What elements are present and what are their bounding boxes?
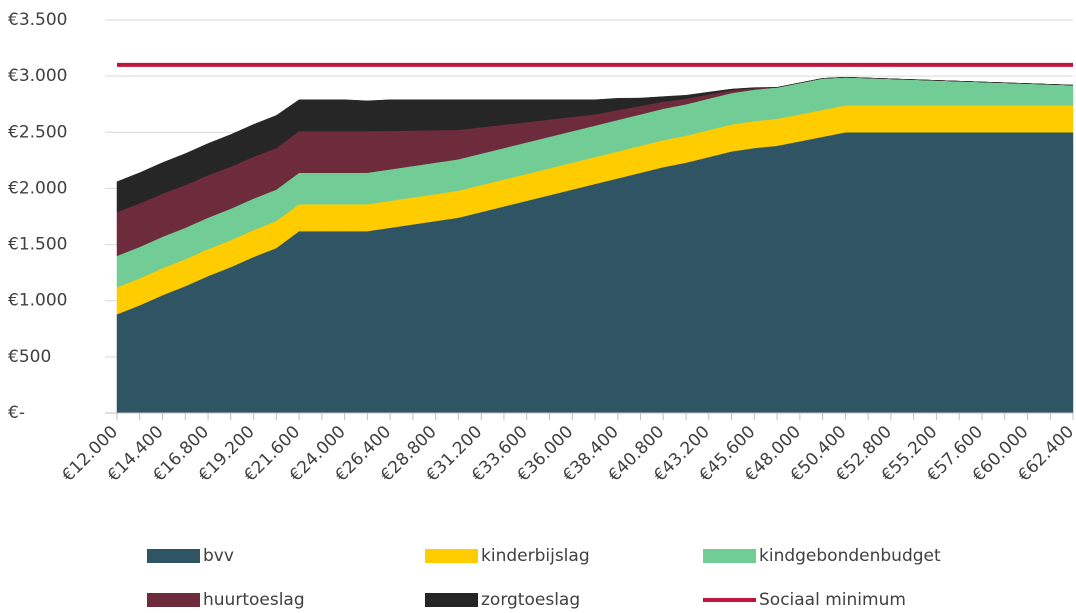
- y-tick-label: €2.000: [8, 178, 67, 198]
- area: [116, 77, 1074, 213]
- legend-key: [147, 593, 200, 607]
- legend-key: [147, 549, 200, 563]
- y-tick-label: €1.500: [8, 235, 67, 255]
- legend-label: huurtoeslag: [203, 590, 305, 610]
- y-tick-label: €500: [8, 347, 51, 367]
- legend-label: kinderbijslag: [481, 546, 590, 566]
- y-tick-label: €3.000: [8, 66, 67, 86]
- legend-key: [425, 593, 478, 607]
- legend-label: zorgtoeslag: [481, 590, 580, 610]
- y-tick-label: €3.500: [8, 10, 67, 30]
- legend-key: [425, 549, 478, 563]
- legend-label: bvv: [203, 546, 234, 566]
- legend-label: Sociaal minimum: [759, 590, 906, 610]
- y-tick-label: €1.000: [8, 291, 67, 311]
- y-tick-label: €-: [8, 403, 25, 423]
- legend-key: [703, 549, 756, 563]
- areas: [116, 77, 1074, 414]
- legend-label: kindgebondenbudget: [759, 546, 941, 566]
- y-tick-label: €2.500: [8, 122, 67, 142]
